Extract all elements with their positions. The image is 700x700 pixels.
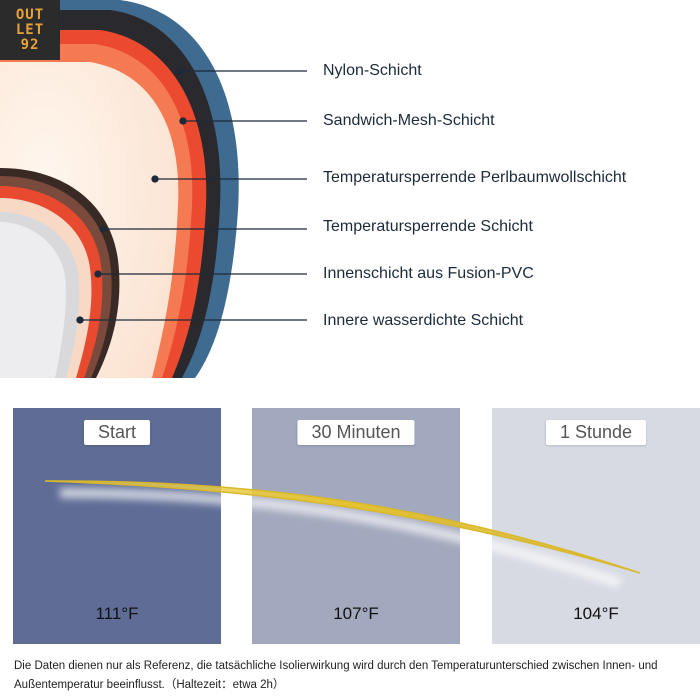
layer-label-inner-waterproof: Innere wasserdichte Schicht [323,312,524,329]
layer-label-sandwich-mesh: Sandwich-Mesh-Schicht [323,112,495,129]
panel-time-label: 1 Stunde [545,420,647,445]
layer-label-temperature-barrier: Temperatursperrende Schicht [323,218,533,235]
panel-time-label: 30 Minuten [297,420,415,445]
panel-time-label: Start [83,420,151,445]
outlet92-logo: OUT LET 92 [0,0,60,60]
logo-line-3: 92 [20,37,40,53]
temperature-panel-1-hour: 1 Stunde 104°F [492,408,700,644]
layer-label-fusion-pvc: Innenschicht aus Fusion-PVC [323,265,534,282]
footnote-disclaimer: Die Daten dienen nur als Referenz, die t… [14,660,658,691]
panel-temperature: 111°F [95,604,139,623]
logo-line-2: LET [15,22,45,38]
layer-label-nylon: Nylon-Schicht [323,62,422,79]
panel-temperature: 104°F [573,604,619,623]
logo-line-1: OUT [15,7,45,23]
temperature-panel-30-minutes: 30 Minuten 107°F [252,408,460,644]
layer-label-pearl-cotton: Temperatursperrende Perlbaumwollschicht [323,169,627,186]
panel-temperature: 107°F [333,604,379,623]
layer-cross-section-illustration [0,0,307,378]
temperature-panel-start: Start 111°F [13,408,221,644]
